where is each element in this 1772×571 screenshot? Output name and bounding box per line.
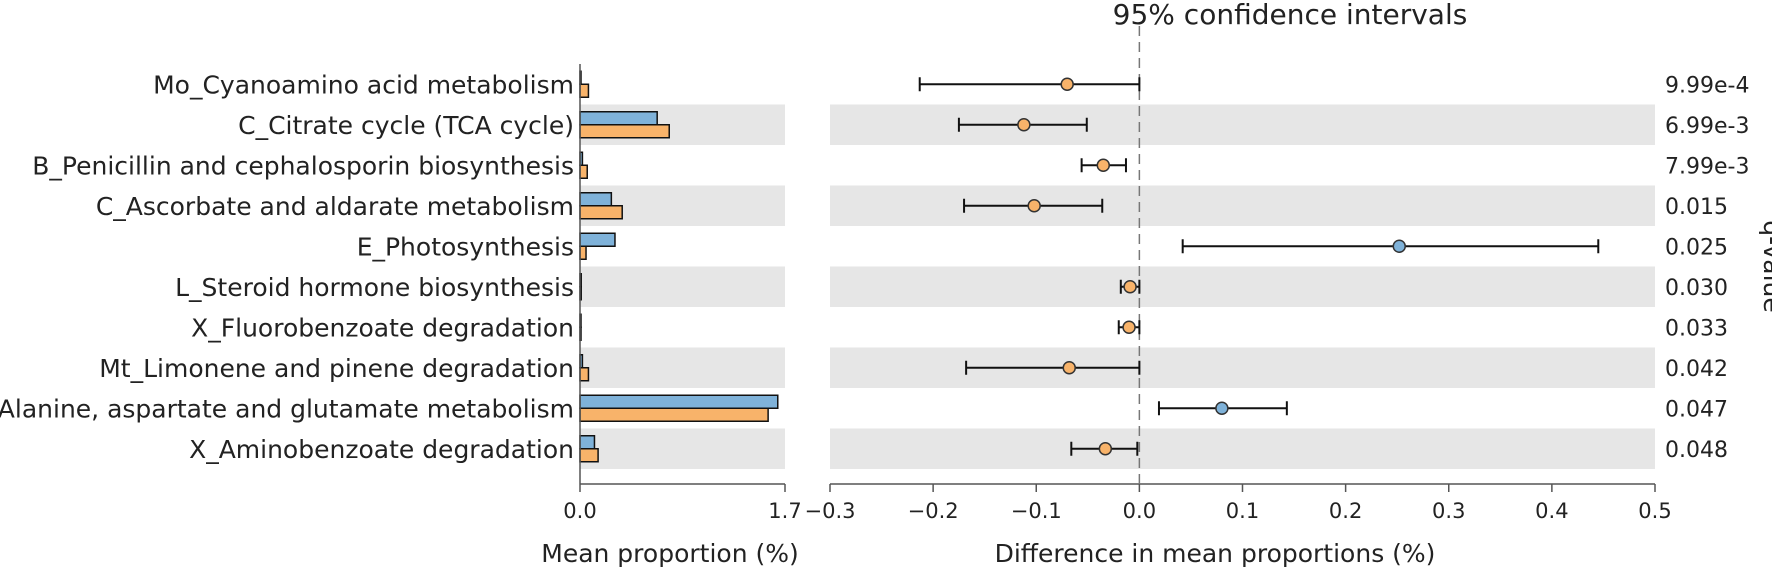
mean-proportion-axis	[579, 64, 785, 485]
bar-group1	[579, 232, 616, 247]
q-value: 0.033	[1665, 316, 1728, 341]
bar-group1	[579, 111, 658, 126]
bar-group1	[579, 394, 779, 409]
ci-point	[1027, 199, 1041, 213]
row-band-left	[580, 266, 785, 307]
difference-axis	[830, 26, 1655, 485]
ci-point	[1098, 442, 1113, 456]
confidence-interval-marks	[918, 77, 1600, 456]
bar-group2	[579, 164, 588, 179]
q-value: 7.99e-3	[1665, 154, 1749, 179]
category-label: E_Photosynthesis	[357, 232, 574, 261]
bar-group1	[579, 435, 596, 450]
category-label: B_Penicillin and cephalosporin biosynthe…	[32, 151, 574, 180]
q-value: 0.047	[1665, 397, 1728, 422]
row-band-right	[830, 266, 1655, 307]
bar-group2	[579, 448, 599, 463]
difference-axis-title: Difference in mean proportions (%)	[995, 539, 1436, 568]
ci-point	[1392, 239, 1406, 253]
row-band-right	[830, 347, 1655, 388]
difference-tick-label: 0.1	[1226, 499, 1259, 523]
mean-proportion-ticks: 0.0 1.7	[563, 484, 802, 523]
q-value: 0.025	[1665, 235, 1728, 260]
bar-group2	[579, 245, 587, 260]
bar-group1	[579, 192, 613, 207]
ci-point	[1215, 401, 1229, 415]
category-label: C_Ascorbate and aldarate metabolism	[96, 192, 574, 221]
ci-point	[1062, 361, 1076, 375]
q-value-axis-title: q-value	[1758, 220, 1772, 313]
q-value: 0.048	[1665, 438, 1728, 463]
difference-tick-label: 0.0	[1123, 499, 1156, 523]
difference-tick-label: −0.3	[805, 499, 856, 523]
q-value: 6.99e-3	[1665, 114, 1749, 139]
q-value: 9.99e-4	[1665, 73, 1749, 98]
q-value: 0.030	[1665, 276, 1728, 301]
mean-proportion-axis-title: Mean proportion (%)	[541, 539, 799, 568]
ci-point	[1123, 280, 1137, 294]
bar-group2	[579, 83, 590, 98]
difference-tick-label: 0.5	[1638, 499, 1671, 523]
row-band-right	[830, 104, 1655, 145]
ci-point	[1096, 158, 1111, 172]
q-value: 0.042	[1665, 357, 1728, 382]
row-band-right	[830, 185, 1655, 226]
category-label: A_Alanine, aspartate and glutamate metab…	[0, 394, 574, 423]
bar-group2	[579, 407, 769, 422]
row-bands	[580, 104, 1655, 469]
mean-proportion-tick-label: 0.0	[563, 499, 596, 523]
bar-group2	[579, 205, 623, 220]
category-label: X_Fluorobenzoate degradation	[191, 313, 574, 342]
ci-point	[1060, 77, 1074, 91]
q-value-labels: 9.99e-4 6.99e-3 7.99e-3 0.015 0.025 0.030 0.03…	[1665, 73, 1749, 463]
row-band-left	[580, 428, 785, 469]
mean-proportion-bars	[579, 70, 779, 463]
bar-group2	[579, 367, 590, 382]
difference-tick-label: −0.2	[908, 499, 959, 523]
ci-point	[1017, 118, 1031, 132]
q-value: 0.015	[1665, 195, 1728, 220]
row-band-right	[830, 428, 1655, 469]
difference-tick-label: 0.4	[1535, 499, 1568, 523]
category-labels: Mo_Cyanoamino acid metabolism C_Citrate c…	[0, 70, 574, 464]
category-label: Mt_Limonene and pinene degradation	[99, 354, 574, 383]
mean-proportion-tick-label: 1.7	[768, 499, 801, 523]
category-label: C_Citrate cycle (TCA cycle)	[238, 111, 574, 140]
difference-tick-label: −0.1	[1011, 499, 1062, 523]
category-label: L_Steroid hormone biosynthesis	[175, 273, 574, 302]
difference-ticks: −0.3 −0.2 −0.1 0.0 0.1 0.2 0.3 0.4 0.5	[805, 484, 1672, 523]
row-band-left	[580, 347, 785, 388]
difference-tick-label: 0.3	[1432, 499, 1465, 523]
category-label: Mo_Cyanoamino acid metabolism	[153, 70, 574, 99]
chart-title: 95% confidence intervals	[1113, 0, 1468, 31]
difference-tick-label: 0.2	[1329, 499, 1362, 523]
bar-group2	[579, 124, 670, 139]
ci-point	[1122, 320, 1136, 334]
category-label: X_Aminobenzoate degradation	[189, 435, 574, 464]
